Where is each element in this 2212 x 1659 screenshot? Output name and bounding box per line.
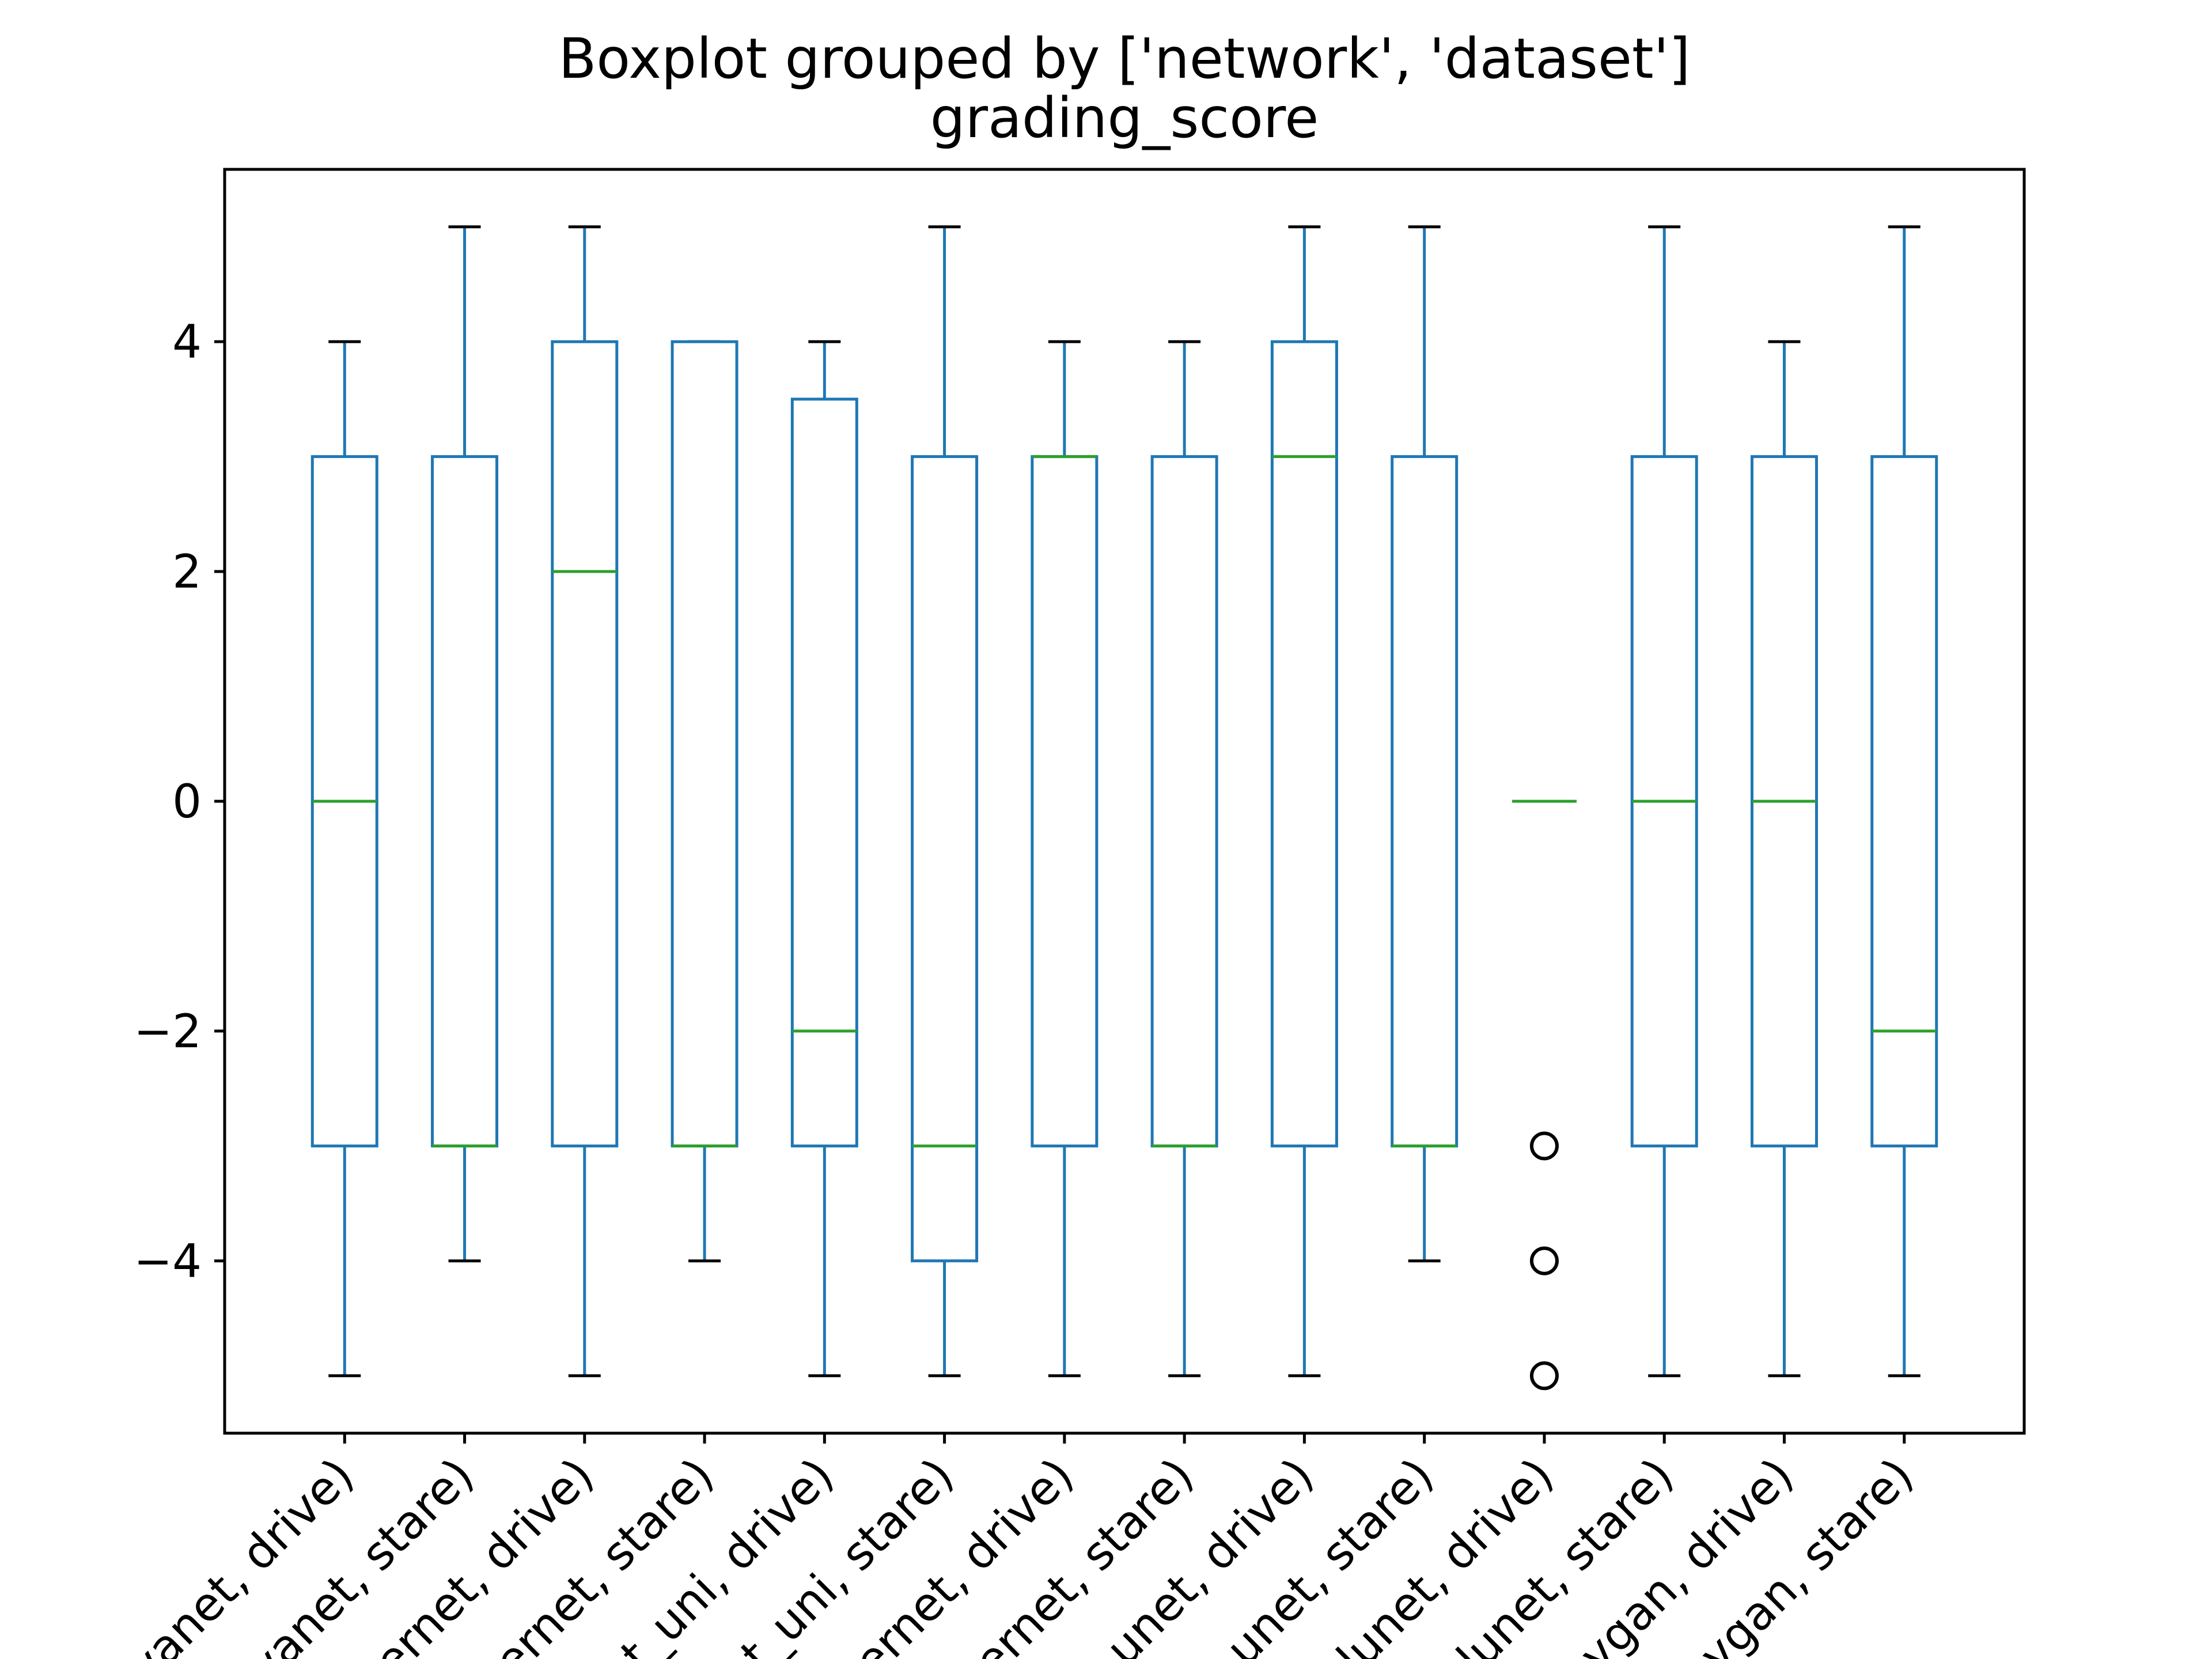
y-tick-label: −4 bbox=[134, 1234, 202, 1288]
box-group bbox=[790, 340, 858, 1377]
box-group bbox=[431, 225, 499, 1263]
box-group bbox=[671, 340, 738, 1263]
box bbox=[1270, 340, 1338, 1147]
box-group bbox=[1391, 225, 1459, 1263]
y-tick-label: −2 bbox=[134, 1005, 202, 1058]
box-group bbox=[1031, 340, 1099, 1377]
box bbox=[551, 340, 619, 1147]
box bbox=[1150, 455, 1218, 1147]
box-group bbox=[911, 225, 979, 1377]
box-group bbox=[1870, 225, 1938, 1377]
y-tick-label: 2 bbox=[172, 545, 202, 599]
box-group bbox=[1150, 340, 1218, 1377]
box-group bbox=[310, 340, 378, 1377]
box bbox=[911, 455, 979, 1263]
box bbox=[431, 455, 499, 1147]
y-axis: −4 −2 0 2 4 bbox=[134, 315, 225, 1288]
box bbox=[671, 340, 738, 1147]
flier-point bbox=[1529, 1361, 1559, 1391]
flier-point bbox=[1529, 1246, 1559, 1275]
plot-area bbox=[310, 225, 1938, 1391]
chart-subtitle: grading_score bbox=[930, 86, 1319, 150]
box-group bbox=[1270, 225, 1338, 1377]
box-group bbox=[1630, 225, 1698, 1377]
box-group bbox=[551, 225, 619, 1377]
box bbox=[1870, 455, 1938, 1147]
y-tick-label: 0 bbox=[172, 775, 202, 828]
box-group bbox=[1512, 800, 1577, 1391]
flier-point bbox=[1529, 1131, 1559, 1161]
y-tick-label: 4 bbox=[172, 315, 202, 369]
box bbox=[790, 397, 858, 1147]
x-axis: vanet, drive)vanet, stare)ernet, drive)e… bbox=[118, 1433, 1923, 1659]
box bbox=[1031, 455, 1099, 1147]
chart-title: Boxplot grouped by ['network', 'dataset'… bbox=[559, 26, 1691, 91]
box bbox=[1391, 455, 1459, 1147]
box-group bbox=[1750, 340, 1818, 1377]
